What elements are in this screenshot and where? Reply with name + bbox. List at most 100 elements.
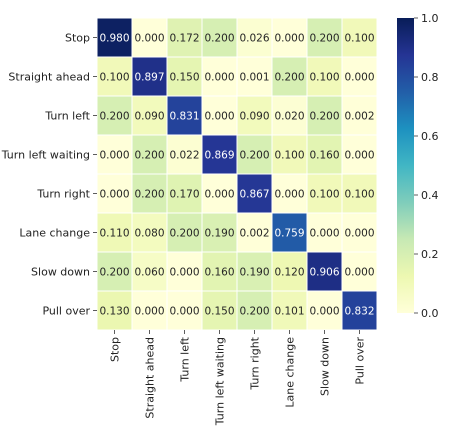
heatmap-cell — [236, 173, 273, 214]
cell-value-label: 0.160 — [309, 150, 339, 162]
cell-value-label: 0.000 — [344, 228, 374, 240]
cell-value-label: 0.200 — [239, 306, 269, 318]
cell-value-label: 0.200 — [309, 111, 339, 123]
cell-value-label: 0.200 — [134, 189, 164, 201]
cell-value-label: 0.000 — [169, 306, 199, 318]
heatmap-cell — [131, 17, 168, 58]
cell-value-label: 0.001 — [239, 72, 269, 84]
cell-value-label: 0.160 — [204, 267, 234, 279]
heatmap-cell — [131, 251, 168, 292]
heatmap-cell — [341, 290, 378, 331]
heatmap-cell — [271, 212, 308, 253]
cell-value-label: 0.002 — [239, 228, 269, 240]
heatmap-cell — [236, 212, 273, 253]
cell-value-label: 0.200 — [204, 33, 234, 45]
cell-value-label: 0.200 — [169, 228, 199, 240]
y-tick-label: Pull over — [42, 305, 90, 318]
cell-value-label: 0.100 — [309, 72, 339, 84]
cell-value-label: 0.000 — [99, 150, 129, 162]
y-tick-label: Turn left — [44, 110, 90, 123]
cell-value-label: 0.026 — [239, 33, 269, 45]
heatmap-cell — [131, 95, 168, 136]
heatmap-cell — [306, 134, 343, 175]
cell-value-label: 0.831 — [169, 111, 199, 123]
heatmap-cell — [271, 95, 308, 136]
y-tick-label: Turn right — [36, 188, 90, 201]
heatmap-cell — [306, 95, 343, 136]
x-tick-label: Slow down — [319, 337, 332, 396]
cell-value-label: 0.000 — [274, 33, 304, 45]
heatmap-cell — [131, 56, 168, 97]
y-tick-label: Straight ahead — [8, 71, 90, 84]
heatmap-cell — [341, 212, 378, 253]
cell-value-label: 0.200 — [274, 72, 304, 84]
colorbar-tick-label: 0.0 — [421, 307, 439, 320]
cell-value-label: 0.100 — [344, 189, 374, 201]
x-tick-label: Turn right — [249, 336, 262, 390]
y-tick-label: Turn left waiting — [1, 149, 90, 162]
y-tick-label: Lane change — [19, 227, 90, 240]
heatmap-cell — [166, 134, 203, 175]
cell-value-label: 0.000 — [344, 72, 374, 84]
cell-value-label: 0.200 — [239, 150, 269, 162]
cell-value-label: 0.906 — [309, 267, 339, 279]
cell-value-label: 0.080 — [134, 228, 164, 240]
cell-value-label: 0.200 — [134, 150, 164, 162]
cell-value-label: 0.170 — [169, 189, 199, 201]
cell-value-label: 0.090 — [134, 111, 164, 123]
heatmap-cell — [236, 95, 273, 136]
x-tick-label: Turn left — [179, 336, 192, 382]
cell-value-label: 0.120 — [274, 267, 304, 279]
heatmap-cell — [166, 95, 203, 136]
heatmap-cell — [201, 56, 238, 97]
cell-value-label: 0.190 — [239, 267, 269, 279]
heatmap-cell — [236, 290, 273, 331]
heatmap-cell — [341, 251, 378, 292]
x-tick-labels: Stop Straight ahead Turn left Turn left wai… — [109, 330, 367, 426]
x-tick-label: Pull over — [354, 337, 367, 385]
heatmap-cell — [131, 212, 168, 253]
colorbar-tick-label: 0.4 — [421, 189, 439, 202]
colorbar-tick-label: 0.6 — [421, 130, 439, 143]
colorbar-tick-label: 0.2 — [421, 248, 439, 261]
heatmap-cell — [201, 173, 238, 214]
cell-value-label: 0.000 — [169, 267, 199, 279]
cell-value-label: 0.000 — [134, 306, 164, 318]
heatmap-cell — [236, 251, 273, 292]
cell-value-label: 0.150 — [204, 306, 234, 318]
cell-value-label: 0.832 — [344, 306, 374, 318]
y-tick-label: Stop — [65, 32, 90, 45]
heatmap-cell — [341, 56, 378, 97]
heatmap-cell — [271, 251, 308, 292]
heatmap-cell — [201, 134, 238, 175]
cell-value-label: 0.000 — [204, 189, 234, 201]
cell-value-label: 0.200 — [309, 33, 339, 45]
cell-value-label: 0.869 — [204, 150, 234, 162]
cell-value-label: 0.200 — [99, 267, 129, 279]
x-tick-label: Turn left waiting — [214, 337, 227, 426]
cell-value-label: 0.000 — [309, 306, 339, 318]
cell-value-label: 0.100 — [274, 150, 304, 162]
heatmap-cell — [96, 251, 133, 292]
heatmap-cell — [201, 95, 238, 136]
x-tick-label: Lane change — [284, 337, 297, 408]
x-tick-label: Straight ahead — [144, 337, 157, 419]
cell-value-label: 0.190 — [204, 228, 234, 240]
colorbar-gradient — [397, 18, 414, 313]
cell-value-label: 0.002 — [344, 111, 374, 123]
x-tick-label: Stop — [109, 337, 122, 362]
heatmap-cell — [341, 17, 378, 58]
cell-value-label: 0.000 — [204, 111, 234, 123]
cell-value-label: 0.090 — [239, 111, 269, 123]
colorbar-tick-label: 1.0 — [421, 12, 439, 25]
cell-value-label: 0.101 — [274, 306, 304, 318]
heatmap-cell — [166, 290, 203, 331]
heatmap-cell — [306, 251, 343, 292]
cell-value-label: 0.000 — [309, 228, 339, 240]
cell-value-label: 0.000 — [274, 189, 304, 201]
cell-value-label: 0.100 — [309, 189, 339, 201]
cell-value-label: 0.000 — [344, 150, 374, 162]
cell-value-label: 0.172 — [169, 33, 199, 45]
cell-value-label: 0.020 — [274, 111, 304, 123]
heatmap-cell — [166, 251, 203, 292]
